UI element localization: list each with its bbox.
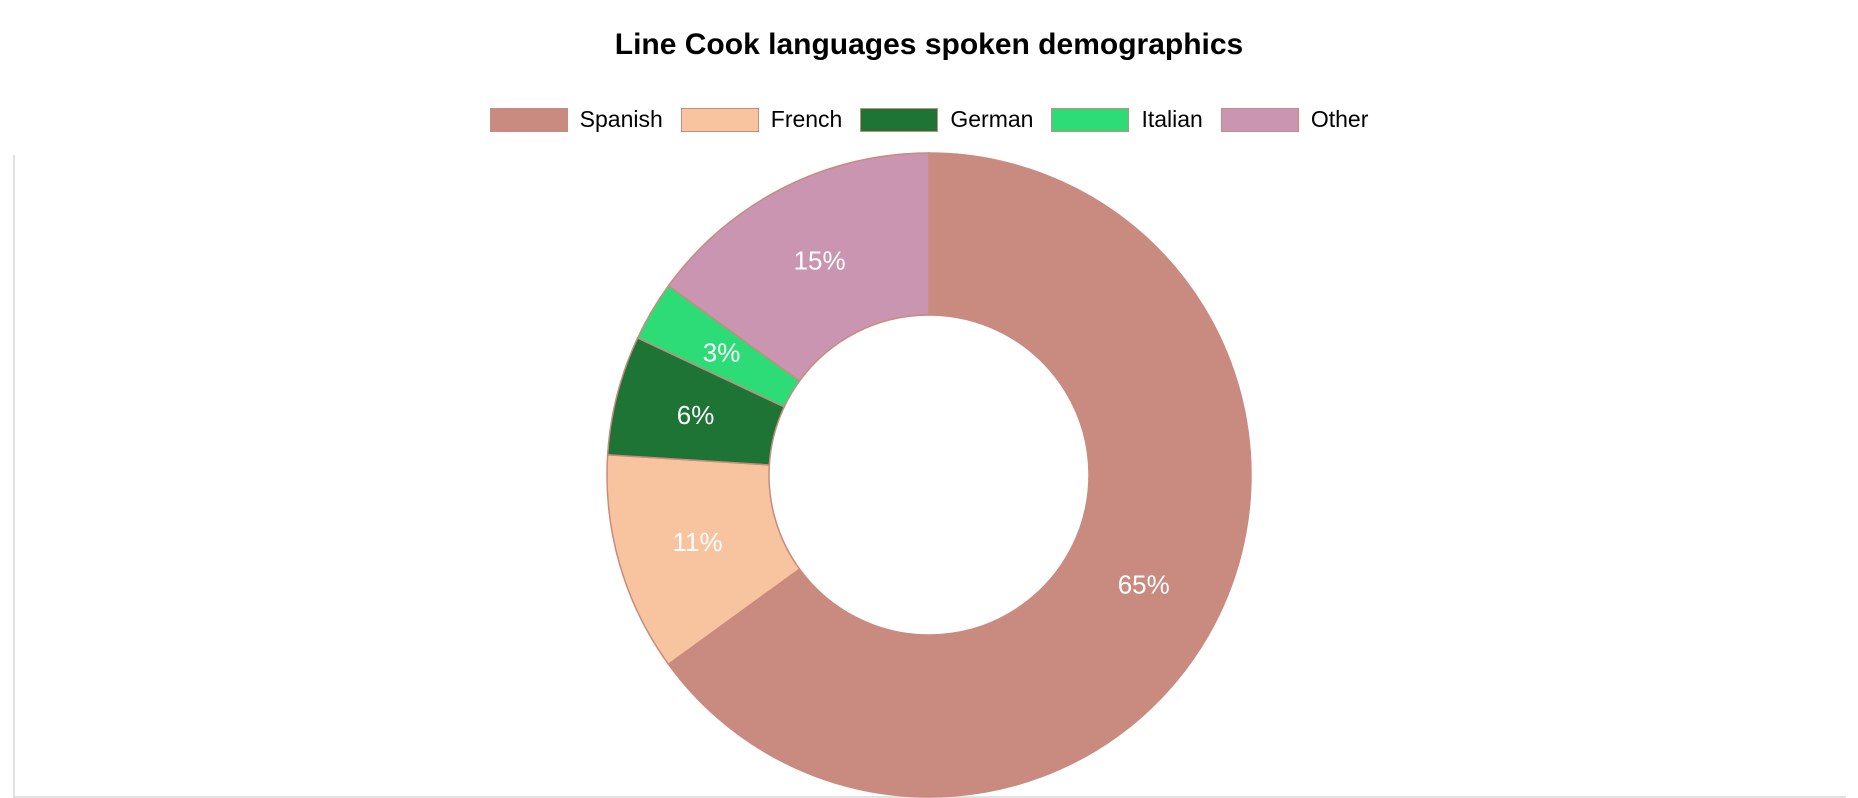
slice-label-french: 11% [673, 527, 723, 557]
slice-label-spanish: 65% [1118, 569, 1170, 599]
legend-item-other[interactable]: Other [1220, 106, 1369, 133]
legend-label-german: German [950, 106, 1034, 132]
chart-title: Line Cook languages spoken demographics [614, 28, 1244, 61]
legend-label-italian: Italian [1141, 106, 1203, 132]
donut-slices [606, 152, 1252, 798]
legend-swatch-french [680, 107, 759, 132]
legend-swatch-italian [1051, 107, 1130, 132]
legend-item-italian[interactable]: Italian [1051, 106, 1203, 133]
legend-item-german[interactable]: German [860, 106, 1033, 133]
legend: Spanish French German Italian Other [0, 106, 1858, 133]
legend-item-spanish[interactable]: Spanish [489, 106, 663, 133]
donut-slice-labels: 65% 11% 6% 3% 15% [673, 245, 1170, 599]
slice-other[interactable] [667, 152, 930, 383]
legend-swatch-other [1220, 107, 1299, 132]
legend-swatch-spanish [489, 107, 568, 132]
slice-spanish[interactable] [667, 152, 1252, 798]
legend-swatch-german [860, 107, 939, 132]
legend-item-french[interactable]: French [680, 106, 843, 133]
slice-label-german: 6% [677, 400, 715, 430]
slice-label-other: 15% [794, 245, 846, 275]
legend-label-french: French [770, 106, 843, 132]
slice-label-italian: 3% [703, 337, 741, 367]
legend-label-other: Other [1310, 106, 1369, 132]
legend-label-spanish: Spanish [579, 106, 663, 132]
